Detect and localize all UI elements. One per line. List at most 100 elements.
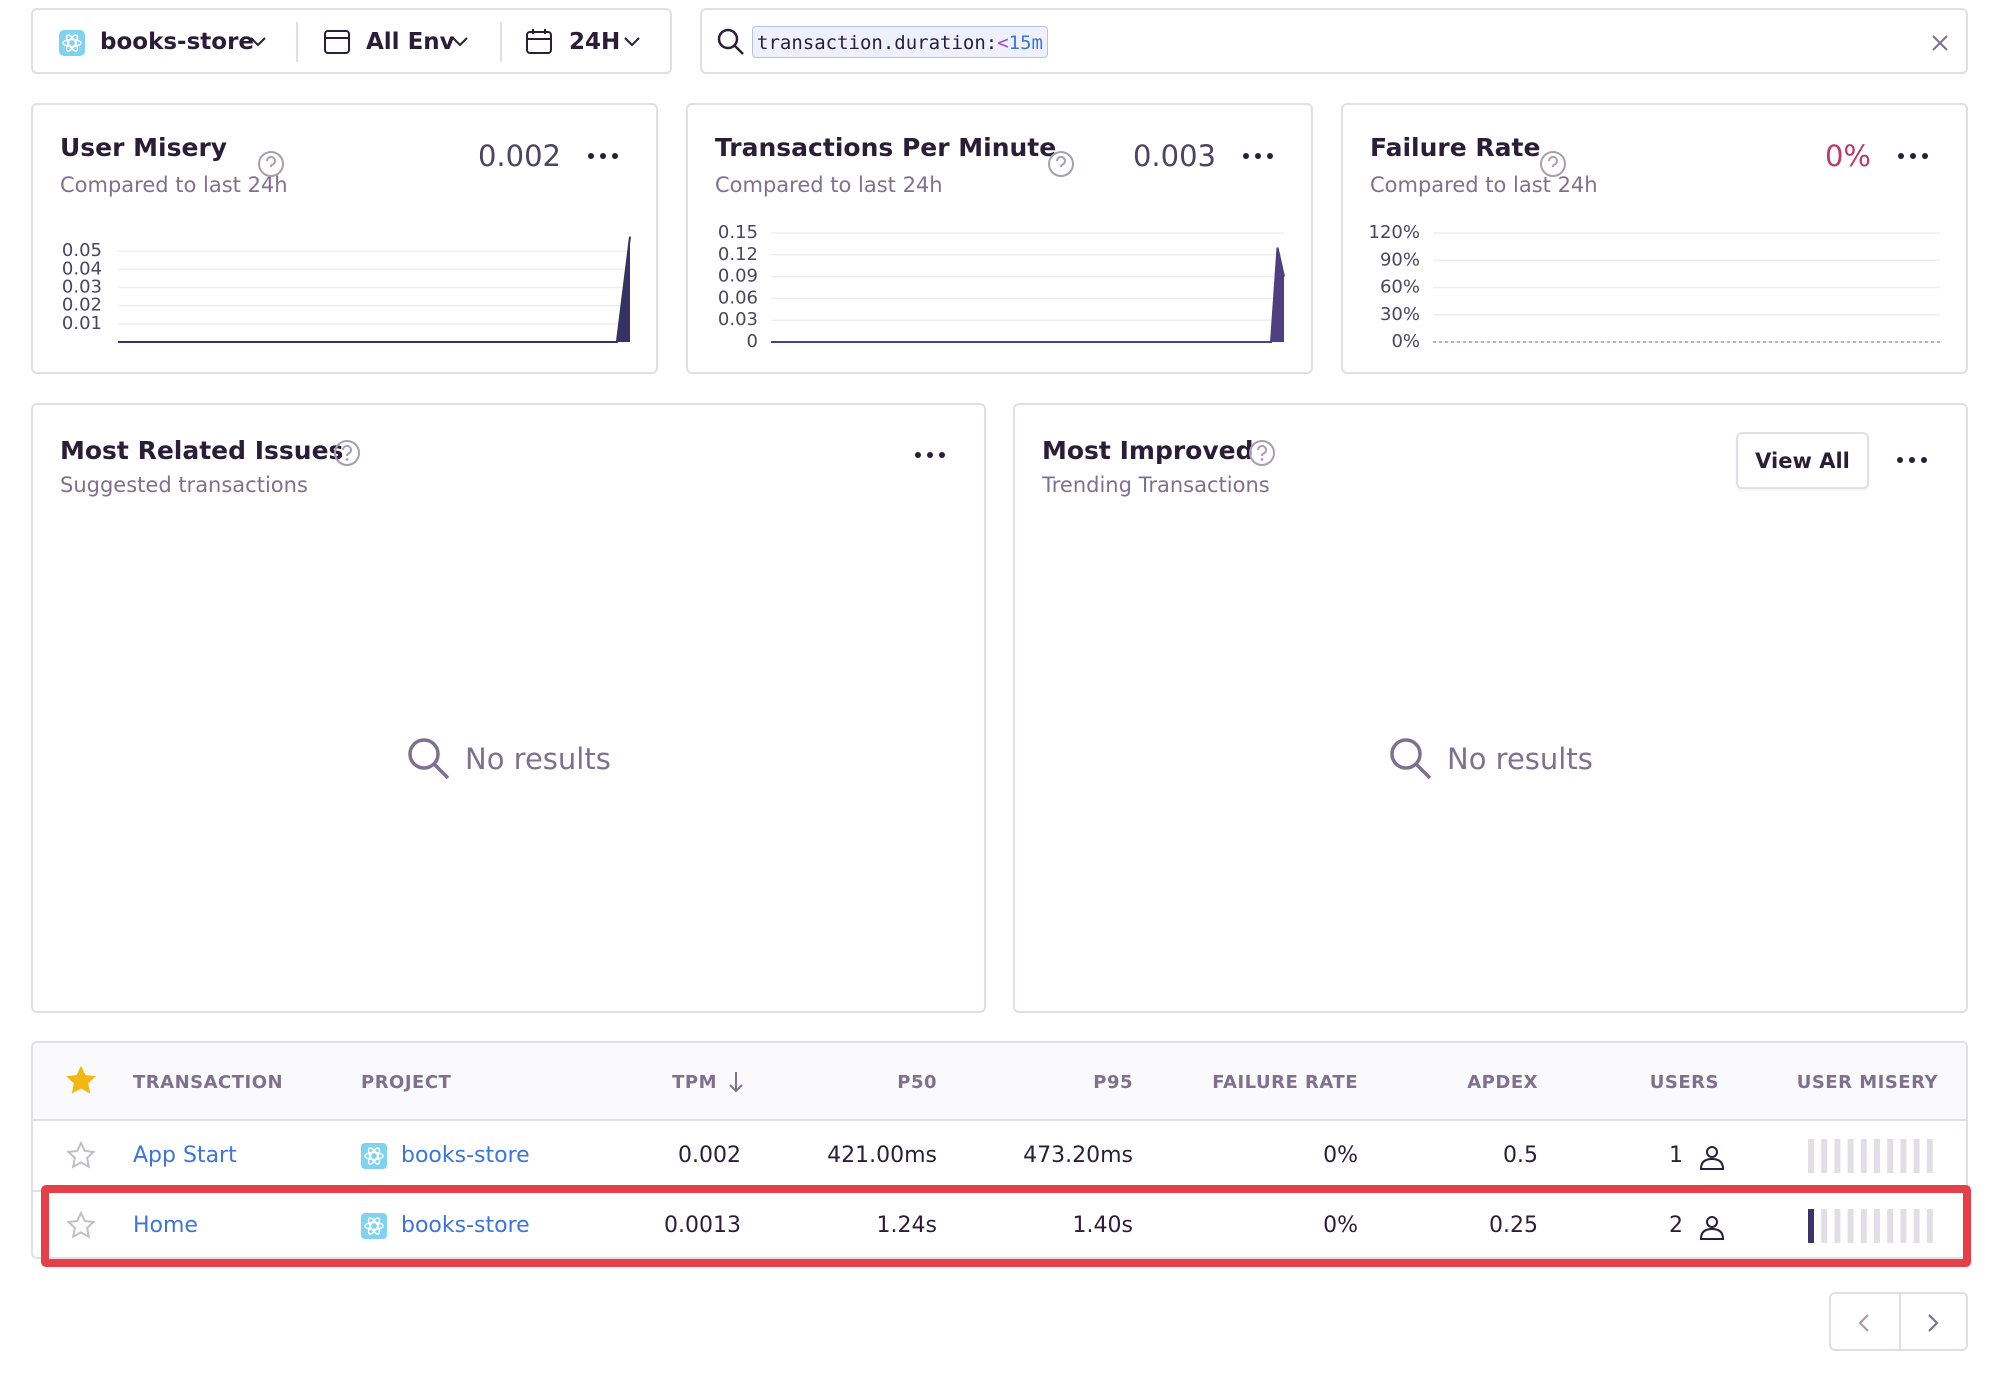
y-tick-label: 0%	[1391, 331, 1420, 352]
clear-button[interactable]	[1931, 34, 1949, 52]
more-menu[interactable]	[913, 450, 947, 460]
column-header: USER MISERY	[1796, 1072, 1938, 1093]
y-tick-label: 0.05	[62, 240, 102, 261]
cell: 0.0013	[664, 1213, 741, 1238]
cell: 473.20ms	[1023, 1143, 1133, 1168]
misery-segment	[1808, 1209, 1814, 1243]
card-value: 0.002	[477, 139, 561, 173]
view-all-button[interactable]: View All	[1736, 432, 1869, 489]
misery-segment	[1808, 1139, 1814, 1173]
environment-select[interactable]: All Env	[366, 29, 455, 55]
cell: 0.002	[678, 1143, 741, 1168]
icon-orbit	[364, 1221, 384, 1231]
icon-orbit	[367, 1217, 381, 1235]
column-header: APDEX	[1467, 1072, 1538, 1093]
search-bar[interactable]: transaction.duration: <15m	[700, 8, 1968, 74]
card-title: Transactions Per Minute	[715, 133, 1057, 162]
project-select[interactable]: books-store	[100, 29, 255, 55]
prev-page[interactable]	[1856, 1313, 1872, 1333]
search-icon	[717, 28, 744, 55]
chevron	[624, 37, 640, 47]
misery-segment	[1887, 1139, 1894, 1173]
sparkline-chart: 00.030.060.090.120.15	[718, 151, 1285, 352]
pagination	[1829, 1292, 1968, 1351]
icon-orbit	[367, 1147, 381, 1165]
area-line	[118, 236, 631, 343]
column-header[interactable]: TPM	[672, 1072, 717, 1093]
highlight-box	[41, 1185, 1971, 1267]
column-header: P50	[897, 1072, 937, 1093]
y-tick-label: 30%	[1380, 304, 1420, 325]
transaction-link[interactable]: Home	[133, 1213, 198, 1238]
more-menu[interactable]	[588, 153, 618, 159]
empty-icon	[408, 738, 450, 780]
misery-segment	[1847, 1209, 1854, 1243]
help-icon[interactable]	[1247, 438, 1277, 468]
help-icon[interactable]	[332, 438, 362, 468]
user-icon	[1699, 1146, 1725, 1170]
more-menu[interactable]	[1243, 153, 1273, 159]
next-page[interactable]	[1925, 1313, 1941, 1333]
menu-dot	[588, 153, 594, 159]
project-link[interactable]: books-store	[401, 1143, 530, 1168]
y-tick-label: 0.09	[718, 266, 758, 287]
misery-segment	[1926, 1209, 1933, 1243]
metric-card: Failure Rate Compared to last 24h 0% 0% 30% 6…	[1341, 103, 1968, 374]
misery-segment	[1913, 1139, 1920, 1173]
env-icon	[324, 30, 350, 54]
period-select[interactable]: 24H	[569, 29, 621, 55]
area-line	[771, 247, 1285, 343]
project-link[interactable]: books-store	[401, 1213, 530, 1238]
panel-title: Most Related Issues	[60, 436, 344, 465]
y-tick-label: 120%	[1369, 222, 1420, 243]
misery-bars	[1808, 1139, 1933, 1173]
help-icon[interactable]	[1048, 151, 1074, 177]
column-header: TRANSACTION	[133, 1072, 284, 1093]
chevron	[250, 37, 266, 47]
divider	[296, 22, 298, 62]
empty-icon	[1390, 738, 1432, 780]
card-subtitle: Compared to last 24h	[715, 173, 943, 197]
transaction-link[interactable]: App Start	[133, 1143, 237, 1168]
star-toggle[interactable]	[66, 1211, 96, 1241]
help-icon[interactable]	[1540, 151, 1566, 177]
icon-bg	[361, 1143, 387, 1169]
card-value: 0.003	[1132, 139, 1216, 173]
cell: 1.24s	[876, 1213, 937, 1238]
misery-segment	[1860, 1209, 1867, 1243]
y-tick-label: 60%	[1380, 277, 1420, 298]
y-tick-label: 0.06	[718, 287, 758, 308]
y-tick-label: 90%	[1380, 249, 1420, 270]
icon-orbit	[367, 1147, 381, 1165]
search-token: transaction.duration: <15m	[752, 26, 1048, 58]
column-header: P95	[1093, 1072, 1133, 1093]
menu-dot	[612, 153, 618, 159]
help-icon[interactable]	[258, 151, 284, 177]
more-menu[interactable]	[1898, 153, 1928, 159]
star-toggle[interactable]	[66, 1141, 96, 1171]
project-icon	[361, 1213, 387, 1239]
help-circle	[1540, 151, 1566, 177]
cell: 2	[1669, 1213, 1683, 1238]
area	[771, 247, 1284, 342]
transactions-table: TRANSACTION PROJECT TPM P50 P95 FAILURE RATE A…	[31, 1041, 1968, 1259]
misery-segment	[1926, 1139, 1933, 1173]
icon-bg	[361, 1213, 387, 1239]
area	[118, 236, 630, 342]
card-title: User Misery	[60, 133, 228, 162]
more-menu[interactable]	[1895, 455, 1929, 465]
menu-dot	[600, 153, 606, 159]
star-all[interactable]	[66, 1066, 96, 1096]
menu-dot	[1922, 153, 1928, 159]
empty-message: No results	[465, 742, 611, 776]
cell: 1	[1669, 1143, 1683, 1168]
help-circle	[258, 151, 284, 177]
icon-orbit	[367, 1217, 381, 1235]
panel-subtitle: Suggested transactions	[60, 473, 308, 497]
cell: 1.40s	[1072, 1213, 1133, 1238]
arrow	[729, 1072, 743, 1093]
misery-segment	[1874, 1139, 1880, 1173]
help-circle	[1048, 151, 1074, 177]
column-header: PROJECT	[361, 1072, 452, 1093]
filter-bar: books-store All Env 24H	[31, 8, 672, 74]
